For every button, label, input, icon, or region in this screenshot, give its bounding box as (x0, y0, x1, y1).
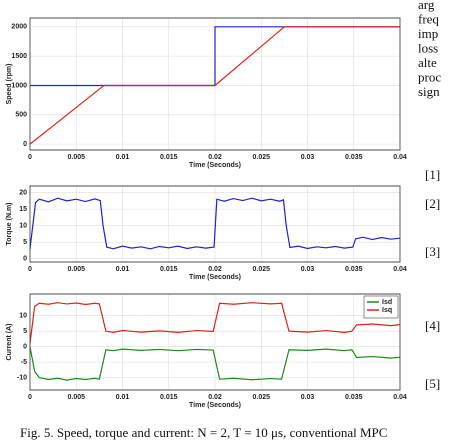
x-tick-label: 0.025 (252, 394, 270, 401)
legend-label: Isq (382, 307, 392, 314)
x-tick-label: 0.02 (208, 154, 222, 161)
body-text-fragment: proc (418, 69, 441, 84)
x-tick-label: 0.005 (67, 266, 85, 273)
body-text-fragment: alte (418, 55, 437, 70)
body-text-fragment: loss (418, 40, 438, 55)
series-line (29, 346, 401, 381)
y-tick-label: 0 (23, 256, 27, 263)
x-axis-label: Time (Seconds) (189, 274, 241, 281)
y-tick-label: -10 (17, 374, 27, 381)
reference-number: [2] (425, 196, 440, 211)
y-tick-label: -5 (21, 359, 27, 366)
y-tick-label: 15 (19, 206, 27, 213)
reference-number: [5] (425, 376, 440, 391)
x-tick-label: 0.04 (393, 266, 407, 273)
x-tick-label: 0.04 (393, 394, 407, 401)
y-tick-label: 1500 (11, 53, 27, 60)
x-tick-label: 0.015 (160, 266, 178, 273)
y-axis-label: Speed (rpm) (6, 64, 13, 105)
x-tick-label: 0 (28, 154, 32, 161)
x-tick-label: 0.025 (252, 266, 270, 273)
x-tick-label: 0.01 (116, 266, 130, 273)
reference-number: [3] (425, 244, 440, 259)
y-tick-label: 0 (23, 141, 27, 148)
x-tick-label: 0.01 (116, 394, 130, 401)
body-text-fragment: freq (418, 11, 439, 26)
chart: 0 5 10 15 20 0 0.005 0.01 0.015 0.02 0.025 0.03 0.03… (6, 185, 407, 281)
x-tick-label: 0.035 (345, 394, 363, 401)
x-tick-label: 0.02 (208, 266, 222, 273)
x-axis-label: Time (Seconds) (189, 402, 241, 409)
y-tick-label: 1000 (11, 82, 27, 89)
x-tick-label: 0.04 (393, 154, 407, 161)
x-tick-label: 0.005 (67, 394, 85, 401)
x-tick-label: 0.005 (67, 154, 85, 161)
y-tick-label: 500 (15, 112, 27, 119)
x-tick-label: 0 (28, 394, 32, 401)
y-tick-label: 20 (19, 189, 27, 196)
y-axis-label: Current (A) (6, 324, 13, 361)
series-line (29, 197, 401, 250)
body-text-fragment: imp (418, 26, 438, 41)
caption: Fig. 5. Speed, torque and current: N = 2… (20, 425, 387, 440)
x-axis-label: Time (Seconds) (189, 162, 241, 169)
x-tick-label: 0.01 (116, 154, 130, 161)
plot-frame (29, 293, 401, 391)
reference-number: [4] (425, 318, 440, 333)
plot-frame (29, 185, 401, 263)
chart: 0 500 1000 1500 2000 0 0.005 0.01 0.015 0.02 0.025… (6, 17, 407, 169)
x-tick-label: 0.015 (160, 394, 178, 401)
x-tick-label: 0.03 (301, 266, 315, 273)
x-tick-label: 0 (28, 266, 32, 273)
y-tick-label: 2000 (11, 24, 27, 31)
x-tick-label: 0.02 (208, 394, 222, 401)
x-tick-label: 0.035 (345, 154, 363, 161)
y-tick-label: 5 (23, 239, 27, 246)
y-axis-label: Torque (N.m) (6, 202, 13, 245)
y-tick-label: 10 (19, 222, 27, 229)
x-tick-label: 0.03 (301, 154, 315, 161)
reference-number: [1] (425, 167, 440, 182)
series-line (29, 302, 401, 344)
x-tick-label: 0.025 (252, 154, 270, 161)
legend-label: Isd (382, 299, 392, 306)
y-tick-label: 0 (23, 343, 27, 350)
series-line (29, 26, 400, 145)
x-tick-label: 0.03 (301, 394, 315, 401)
x-tick-label: 0.015 (160, 154, 178, 161)
plot-frame (29, 17, 401, 151)
y-tick-label: 5 (23, 328, 27, 335)
legend-box (363, 295, 399, 319)
x-tick-label: 0.035 (345, 266, 363, 273)
chart: -10 -5 0 5 10 0 0.005 0.01 0.015 0.02 0.025 0.03 0.0… (6, 293, 407, 409)
body-text-fragment: arg (418, 0, 435, 12)
y-tick-label: 10 (19, 313, 27, 320)
body-text-fragment: sign (418, 84, 440, 99)
